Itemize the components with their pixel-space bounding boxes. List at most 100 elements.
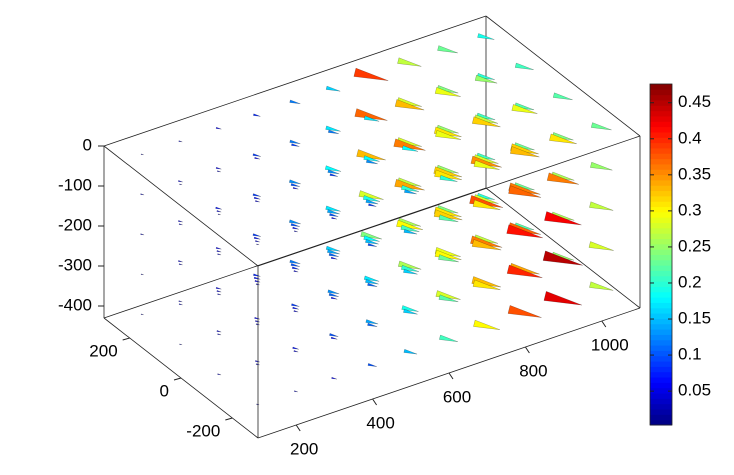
cone bbox=[434, 86, 461, 97]
colorbar-stripe bbox=[650, 126, 672, 133]
cone bbox=[177, 220, 183, 223]
colorbar-stripe bbox=[650, 403, 672, 410]
colorbar-stripe bbox=[650, 233, 672, 240]
cone bbox=[178, 140, 183, 143]
x-tick bbox=[372, 398, 378, 406]
cone bbox=[325, 205, 341, 212]
cone bbox=[367, 282, 378, 287]
cone bbox=[254, 316, 260, 320]
colorbar-stripe bbox=[650, 206, 672, 213]
colorbar-stripe bbox=[650, 147, 672, 154]
cone bbox=[474, 74, 498, 84]
colorbar-stripe bbox=[650, 393, 672, 399]
cone bbox=[215, 206, 222, 210]
z-tick-label: -200 bbox=[58, 215, 92, 234]
colorbar-stripe bbox=[650, 158, 672, 165]
cone bbox=[325, 245, 341, 252]
cone bbox=[403, 268, 418, 275]
y-tick bbox=[122, 337, 130, 341]
cone bbox=[329, 333, 339, 337]
colorbar-stripe bbox=[650, 361, 672, 367]
colorbar-tick-label: 0.05 bbox=[678, 381, 711, 400]
cone bbox=[288, 219, 301, 225]
x-tick bbox=[448, 372, 454, 380]
cone bbox=[178, 300, 183, 303]
cone bbox=[327, 289, 340, 295]
cone bbox=[330, 296, 338, 300]
cone bbox=[471, 239, 502, 251]
cone bbox=[140, 233, 145, 236]
cone bbox=[252, 153, 261, 157]
cone bbox=[365, 159, 378, 165]
cone bbox=[290, 183, 300, 187]
cone bbox=[438, 294, 459, 303]
cone bbox=[394, 99, 425, 111]
colorbar-stripe bbox=[650, 185, 672, 192]
colorbar-stripe bbox=[650, 382, 672, 389]
cone bbox=[140, 193, 145, 196]
cone bbox=[514, 62, 534, 70]
cone bbox=[403, 228, 418, 235]
cone bbox=[255, 283, 260, 286]
colorbar-stripe bbox=[650, 89, 672, 96]
box-edge bbox=[103, 145, 259, 267]
z-tick-label: -400 bbox=[58, 295, 92, 314]
cone bbox=[435, 129, 462, 140]
cone bbox=[177, 260, 183, 263]
cone bbox=[543, 290, 582, 306]
colorbar-tick-label: 0.4 bbox=[678, 128, 702, 147]
box-edge bbox=[103, 15, 487, 147]
cone bbox=[327, 129, 339, 135]
colorbar-stripe bbox=[650, 163, 672, 170]
cone bbox=[292, 306, 299, 310]
cone bbox=[544, 211, 582, 226]
colorbar-tick-label: 0.35 bbox=[678, 164, 711, 183]
cones bbox=[140, 33, 614, 406]
colorbar-stripe bbox=[650, 115, 672, 122]
colorbar-stripe bbox=[650, 318, 672, 325]
x-tick bbox=[601, 320, 607, 328]
cone bbox=[589, 281, 614, 291]
colorbar-stripe bbox=[650, 174, 672, 181]
z-tick-label: -300 bbox=[58, 255, 92, 274]
cone bbox=[293, 270, 299, 273]
colorbar-stripe bbox=[650, 334, 672, 341]
cone bbox=[590, 122, 612, 131]
cone bbox=[216, 330, 222, 333]
colorbar-stripe bbox=[650, 137, 672, 144]
cone bbox=[254, 240, 260, 243]
x-tick bbox=[524, 346, 530, 354]
cone bbox=[511, 103, 538, 114]
cone bbox=[291, 143, 300, 147]
cone bbox=[254, 156, 260, 160]
cone bbox=[140, 153, 144, 156]
cone bbox=[290, 223, 300, 227]
cone bbox=[215, 126, 222, 130]
box-edge bbox=[485, 187, 641, 309]
cone bbox=[288, 179, 301, 185]
colorbar-stripe bbox=[650, 366, 672, 373]
colorbar-stripe bbox=[650, 105, 672, 112]
cone bbox=[217, 253, 222, 256]
cone bbox=[403, 189, 417, 195]
colorbar-stripe bbox=[650, 249, 672, 255]
colorbar-stripe bbox=[650, 190, 672, 197]
colorbar-tick-label: 0.45 bbox=[678, 92, 711, 111]
cone bbox=[365, 238, 379, 245]
colorbar-stripe bbox=[650, 270, 672, 277]
cone bbox=[363, 275, 380, 282]
cone bbox=[256, 243, 260, 246]
cone bbox=[254, 200, 260, 203]
colorbar-stripe bbox=[650, 195, 672, 202]
cone bbox=[254, 320, 260, 323]
cone bbox=[363, 155, 380, 162]
cone bbox=[179, 343, 183, 346]
cone bbox=[140, 273, 144, 276]
cone bbox=[471, 116, 501, 128]
colorbar-stripe bbox=[650, 398, 672, 405]
colorbar-stripe bbox=[650, 409, 672, 415]
cone bbox=[472, 279, 501, 291]
cone bbox=[292, 186, 299, 190]
x-tick-label: 1000 bbox=[591, 335, 629, 354]
